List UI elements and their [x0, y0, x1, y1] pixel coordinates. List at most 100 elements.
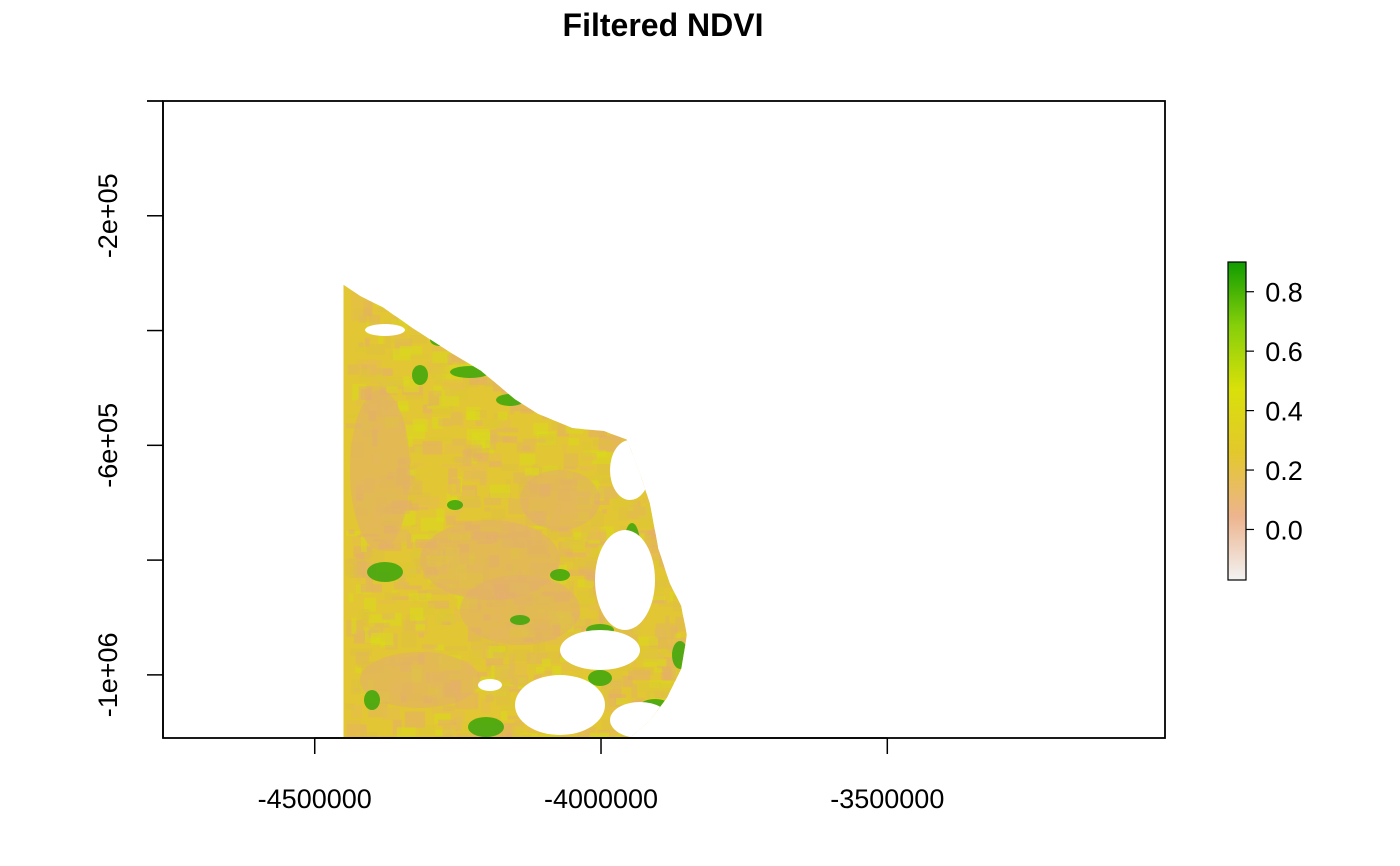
raster-cell: [587, 374, 611, 392]
raster-cell: [637, 636, 659, 646]
raster-cell: [355, 554, 365, 561]
raster-cell: [594, 497, 610, 505]
raster-cell: [448, 468, 458, 484]
raster-cell: [438, 418, 452, 427]
raster-cell: [687, 406, 692, 420]
raster-nodata: [478, 679, 502, 691]
raster-cell: [650, 457, 669, 473]
raster-cell: [433, 385, 451, 397]
raster-cell: [579, 407, 599, 421]
raster-cell: [434, 373, 446, 385]
raster-cell: [589, 732, 610, 738]
raster-cell: [704, 382, 720, 394]
raster-cell: [680, 622, 687, 629]
raster-cell: [643, 455, 652, 469]
raster-cell: [577, 579, 595, 588]
raster-cell: [412, 595, 418, 604]
raster-cell: [668, 387, 687, 395]
raster-cell: [667, 382, 687, 398]
raster-cell: [385, 336, 391, 349]
raster-cell: [545, 402, 557, 411]
raster-cell: [491, 359, 499, 367]
raster-cell: [645, 457, 668, 467]
raster-cell: [431, 346, 448, 352]
raster-cell: [371, 632, 394, 646]
raster-cell: [699, 499, 709, 509]
raster-cell: [601, 286, 616, 291]
raster-cell: [694, 418, 706, 426]
raster-cell: [551, 317, 560, 327]
raster-cell: [665, 615, 670, 627]
raster-cell: [469, 650, 482, 665]
raster-cell: [599, 607, 609, 624]
raster-cell: [680, 452, 687, 462]
raster-cell: [563, 453, 579, 468]
raster-cell: [565, 284, 576, 297]
raster-cell: [445, 511, 460, 519]
raster-cell: [553, 409, 569, 414]
raster-cell: [627, 391, 645, 399]
raster-cell: [594, 373, 615, 389]
raster-cell: [501, 379, 510, 395]
raster-cell: [697, 690, 718, 702]
raster-cell: [610, 671, 622, 680]
legend-tick-label: 0.2: [1265, 456, 1303, 486]
raster-cell: [360, 584, 382, 593]
raster-cell: [694, 351, 708, 363]
raster-cell: [550, 382, 568, 391]
raster-cell: [656, 345, 676, 354]
raster-cell: [404, 711, 425, 728]
raster-cell: [413, 462, 424, 466]
raster-cell: [690, 429, 712, 445]
raster-cell: [672, 594, 687, 612]
raster-cell: [514, 395, 522, 400]
raster-cell: [384, 318, 403, 330]
raster-cell: [409, 331, 428, 336]
raster-cell: [643, 456, 654, 461]
raster-cell: [464, 350, 480, 360]
raster-cell: [536, 352, 553, 365]
legend-tick-label: 0.0: [1265, 515, 1303, 545]
raster-patch: [360, 652, 480, 708]
raster-cell: [414, 620, 426, 625]
raster-cell: [611, 289, 623, 301]
raster-cell: [578, 557, 598, 569]
raster-cell: [382, 613, 396, 620]
raster-cell: [457, 496, 479, 507]
raster-cell: [578, 358, 585, 369]
raster-cell: [681, 391, 687, 397]
raster-cell: [350, 704, 363, 719]
raster-cell: [595, 406, 609, 421]
legend-tick-label: 0.4: [1265, 397, 1303, 427]
raster-cell: [441, 373, 464, 383]
raster-cell: [652, 354, 669, 365]
raster-cell: [492, 341, 500, 355]
raster-cell: [451, 438, 467, 446]
raster-cell: [398, 573, 406, 587]
raster-cell: [365, 576, 373, 592]
raster-cell: [442, 705, 455, 711]
raster-cell: [463, 471, 486, 479]
raster-cell: [621, 295, 629, 301]
raster-green-patch: [450, 366, 490, 378]
raster-cell: [602, 294, 610, 299]
raster-cell: [631, 661, 637, 668]
raster-cell: [557, 423, 569, 437]
raster-cell: [666, 538, 687, 550]
raster-cell: [565, 383, 582, 390]
raster-cell: [691, 447, 706, 452]
raster-cell: [533, 422, 549, 436]
raster-cell: [572, 314, 589, 326]
raster-cell: [554, 313, 567, 321]
raster-cell: [557, 333, 566, 342]
raster-cell: [664, 369, 687, 375]
raster-cell: [695, 372, 706, 382]
raster-cell: [434, 644, 444, 651]
raster-cell: [391, 590, 398, 594]
raster-cell: [636, 296, 660, 304]
raster-cell: [643, 330, 651, 348]
raster-cell: [695, 493, 705, 508]
raster-cell: [618, 415, 640, 429]
raster-cell: [648, 637, 672, 649]
raster-cell: [621, 426, 634, 443]
